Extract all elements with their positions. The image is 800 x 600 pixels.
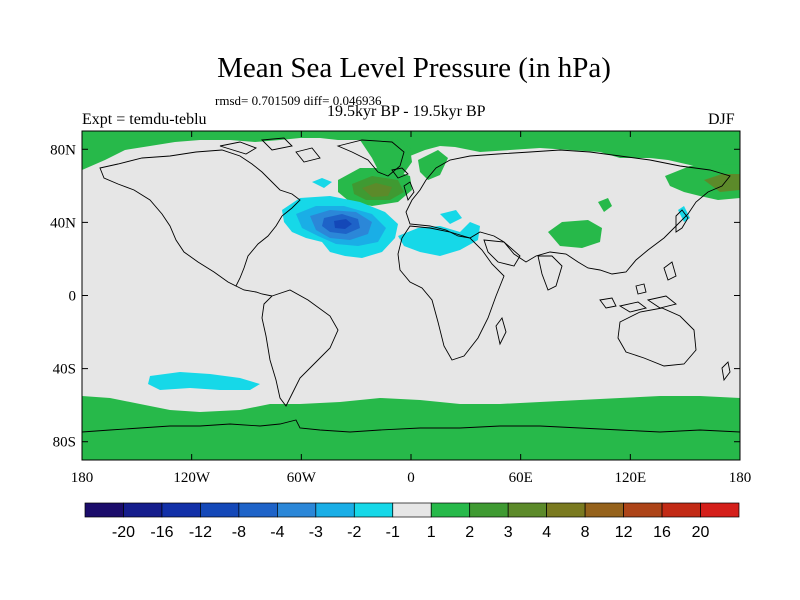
colorbar-swatch [661,502,701,518]
colorbar-swatch [546,502,586,518]
y-tick-label: 40N [50,215,76,231]
colorbar-swatch [507,502,547,518]
colorbar-label: 1 [427,524,436,541]
colorbar-swatch [277,502,317,518]
labrador-negative-region [312,178,332,188]
coastline-iceland [391,167,409,179]
colorbar-swatch [238,502,278,518]
x-tick-label: 0 [407,470,415,486]
colorbar-swatch [623,502,663,518]
stats-text: rmsd= 0.701509 diff= 0.046936 [215,93,382,108]
coastline-north-america [99,149,301,287]
central-asia-positive-region [548,220,602,248]
coastline-se-asia-islands [599,261,677,313]
north-pacific-small-negative [678,206,690,222]
colorbar-label: 12 [615,524,633,541]
colorbar-label: -4 [270,524,284,541]
greenland-positive-region [360,138,412,180]
kamchatka-core [704,174,740,192]
mediterranean-negative-region [398,222,480,256]
colorbar-label: -2 [347,524,361,541]
central-asia-small-region [598,198,612,212]
x-tick-label: 180 [71,470,94,486]
colorbar-label: 4 [542,524,551,541]
colorbar-swatch [200,502,240,518]
mediterranean-east-region [440,210,462,224]
colorbar: -20 -16 -12 -8 -4 -3 -2 -1 1 2 3 4 8 12 16 20 [84,502,740,541]
map-field [82,131,740,460]
coastline-india [537,255,563,291]
x-tick-label: 60W [287,470,317,486]
coastline-australia [617,307,697,367]
y-tick-label: 0 [69,289,77,305]
colorbar-label: -16 [150,524,173,541]
coastline-greenland [336,139,405,177]
colorbar-label: -1 [386,524,400,541]
x-tick-label: 60E [509,470,533,486]
coastline-arabia [483,239,521,267]
colorbar-swatch [84,502,124,518]
colorbar-swatch [469,502,509,518]
coastline-central-america [235,285,273,297]
coastline-africa [397,225,505,361]
x-tick-label: 180 [729,470,752,486]
colorbar-label: 2 [465,524,474,541]
coastlines [82,137,740,433]
colorbar-label: 3 [504,524,513,541]
colorbar-label: -3 [309,524,323,541]
x-tick-label: 120W [173,470,211,486]
colorbar-swatch [315,502,355,518]
x-tick-label: 120E [614,470,646,486]
colorbar-label: 8 [581,524,590,541]
ne-atlantic-max [362,183,392,197]
iceland-positive-region [418,150,448,180]
colorbar-swatch [123,502,163,518]
coastline-antarctica [82,419,740,433]
coastline-japan [675,209,689,233]
season-label: DJF [708,111,735,128]
colorbar-swatch [430,502,471,518]
south-pacific-negative-region [148,372,260,390]
coastline-canadian-arctic [219,137,321,163]
period-label: 19.5kyr BP - 19.5kyr BP [327,103,486,120]
y-tick-label: 80N [50,142,76,158]
coastline-uk [403,181,415,201]
chart-title: Mean Sea Level Pressure (in hPa) [217,52,611,84]
y-tick-label: 80S [53,435,76,451]
colorbar-label: -20 [112,524,135,541]
colorbar-swatch [392,502,432,518]
north-atlantic-min [334,219,352,229]
coastline-madagascar [495,317,507,346]
coastline-new-zealand [721,361,731,382]
colorbar-swatch [700,502,740,518]
colorbar-swatch [161,502,201,518]
y-tick-label: 40S [53,362,76,378]
experiment-label: Expt = temdu-teblu [82,111,207,128]
colorbar-label: 16 [653,524,671,541]
colorbar-swatch [584,502,624,518]
colorbar-label: -8 [232,524,246,541]
colorbar-label: 20 [692,524,710,541]
colorbar-swatch [353,502,394,518]
arctic-positive-region [82,131,740,175]
coastline-south-america [261,289,339,407]
axis-ticks: 180 120W 60W 0 60E 120E 180 80N 40N 0 40S 80S [50,131,751,486]
colorbar-label: -12 [189,524,212,541]
